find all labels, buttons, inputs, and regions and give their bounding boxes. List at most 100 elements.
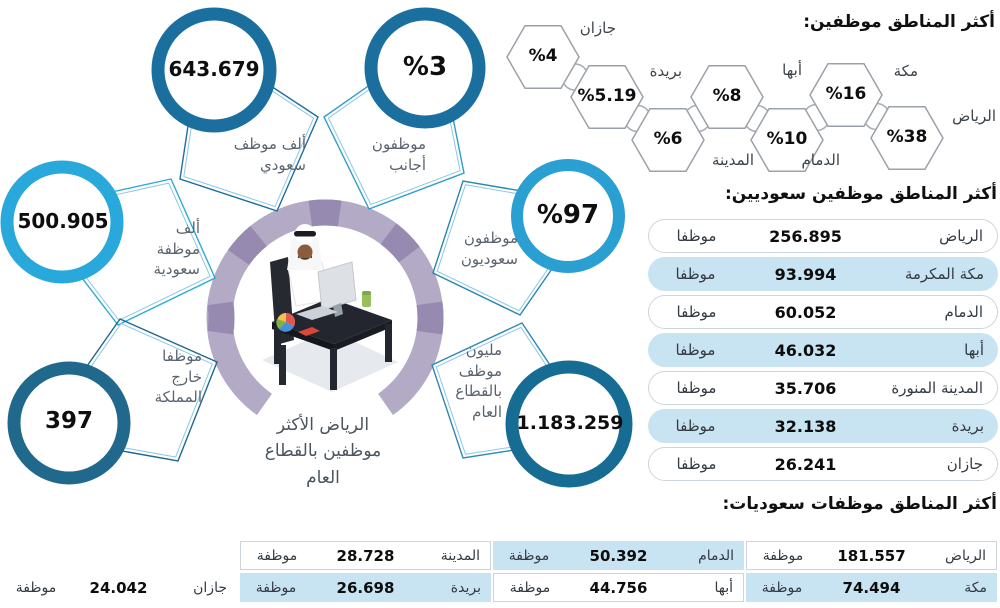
cell-value: 44.756 [589, 578, 648, 597]
cell-region: الرياض [945, 547, 986, 564]
stat-label-foreign-pct: موظفون أجانب [371, 135, 426, 174]
cell-region: المدينة [440, 547, 480, 564]
cell-value: 24.042 [89, 578, 148, 597]
center-caption: الرياض الأكثر موظفين بالقطاع العام [264, 415, 382, 488]
stat-value-saudi-pct: %97 [536, 200, 600, 230]
row-region: أبها [964, 341, 984, 359]
row-unit: موظفا [675, 265, 716, 283]
row-value: 46.032 [774, 340, 837, 360]
cell-region: مكة [964, 579, 987, 596]
stat-label-saudi-females: ألف موظفة سعودية [153, 219, 200, 279]
cell-unit: موظفة [256, 547, 298, 564]
stat-value-saudi-females: 500.905 [17, 209, 109, 233]
cell-unit: موظفة [15, 579, 57, 596]
hex-value-makkah: %16 [825, 84, 867, 104]
table-cell: جازان 24.042 موظفة [0, 573, 237, 602]
female-table-title: أكثر المناطق موظفات سعوديات: [722, 494, 998, 514]
hex-section-title: أكثر المناطق موظفين: [803, 12, 995, 32]
table-row: الدمام 60.052 موظفا [648, 295, 998, 329]
row-value: 26.241 [774, 454, 837, 474]
hexagons [506, 25, 944, 172]
cell-region: بريدة [450, 579, 481, 596]
row-unit: موظفا [676, 455, 717, 473]
hex-value-buraida: %5.19 [577, 86, 637, 106]
table-cell: بريدة 26.698 موظفة [240, 573, 491, 602]
row-region: المدينة المنورة [891, 379, 983, 397]
table-row: جازان 26.241 موظفا [648, 447, 998, 481]
row-region: الدمام [944, 303, 983, 321]
row-value: 256.895 [769, 226, 842, 246]
row-region: بريدة [951, 417, 984, 435]
stat-label-abroad: موظفا خارج المملكة [154, 347, 202, 407]
hex-label-buraida: بريدة [649, 62, 682, 80]
stat-circles [0, 7, 633, 488]
cell-region: جازان [193, 579, 227, 596]
cell-value: 74.494 [842, 578, 901, 597]
stat-label-total: مليون موظف بالقطاع العام [455, 341, 502, 422]
hex-label-makkah: مكة [893, 62, 918, 80]
table-cell: الدمام 50.392 موظفة [493, 541, 744, 570]
row-unit: موظفا [675, 417, 716, 435]
stat-value-saudi-males: 643.679 [168, 57, 260, 81]
cell-unit: موظفة [762, 547, 804, 564]
center-ring [206, 199, 444, 416]
saudi-table-title: أكثر المناطق موظفين سعوديين: [724, 184, 997, 204]
hex-label-abha: أبها [782, 61, 802, 79]
cell-unit: موظفة [255, 579, 297, 596]
row-unit: موظفا [676, 379, 717, 397]
cell-region: أبها [714, 579, 733, 596]
stat-value-foreign-pct: %3 [402, 52, 448, 82]
row-value: 60.052 [774, 302, 837, 322]
hex-value-abha: %8 [712, 86, 742, 106]
cell-value: 181.557 [837, 546, 906, 565]
hex-label-madina: المدينة [711, 151, 754, 169]
stat-value-total: 1.183.259 [516, 412, 624, 434]
table-row: أبها 46.032 موظفا [648, 333, 998, 367]
table-row: الرياض 256.895 موظفا [648, 219, 998, 253]
cell-unit: موظفة [508, 547, 550, 564]
hex-label-riyadh: الرياض [952, 107, 996, 125]
hex-label-jazan: جازان [579, 19, 616, 37]
stat-label-saudi-pct: موظفون سعوديون [460, 229, 518, 268]
table-cell: المدينة 28.728 موظفة [240, 541, 491, 570]
table-row: مكة المكرمة 93.994 موظفا [648, 257, 998, 291]
row-unit: موظفا [676, 227, 717, 245]
hex-madina [631, 108, 705, 172]
table-cell: الرياض 181.557 موظفة [746, 541, 997, 570]
stat-value-abroad: 397 [44, 408, 93, 434]
row-value: 35.706 [774, 378, 837, 398]
row-value: 93.994 [774, 264, 837, 284]
table-cell: مكة 74.494 موظفة [746, 573, 997, 602]
row-region: مكة المكرمة [904, 265, 984, 283]
table-row: بريدة 32.138 موظفا [648, 409, 998, 443]
row-region: الرياض [939, 227, 983, 245]
hex-value-jazan: %4 [528, 46, 558, 66]
stat-label-saudi-males: ألف موظف سعودي [233, 135, 306, 174]
employee-illustration [262, 224, 398, 392]
cell-unit: موظفة [761, 579, 803, 596]
hex-riyadh [870, 106, 944, 170]
hex-jazan [506, 25, 580, 89]
hexagon-map [506, 25, 944, 172]
hex-label-dammam: الدمام [801, 151, 840, 169]
hex-value-riyadh: %38 [886, 127, 928, 147]
row-region: جازان [946, 455, 983, 473]
flower-diagram [0, 7, 633, 488]
cell-value: 50.392 [589, 546, 648, 565]
cell-unit: موظفة [509, 579, 551, 596]
hex-abha [690, 65, 764, 129]
hex-value-madina: %6 [653, 129, 683, 149]
cell-value: 26.698 [336, 578, 395, 597]
row-unit: موظفا [676, 303, 717, 321]
cell-region: الدمام [698, 547, 734, 564]
hex-buraida [570, 65, 644, 129]
hex-makkah [809, 63, 883, 127]
table-cell: أبها 44.756 موظفة [493, 573, 744, 602]
hex-value-dammam: %10 [766, 129, 808, 149]
table-row: المدينة المنورة 35.706 موظفا [648, 371, 998, 405]
row-value: 32.138 [774, 416, 837, 436]
hex-dammam [750, 108, 824, 172]
row-unit: موظفا [675, 341, 716, 359]
cell-value: 28.728 [336, 546, 395, 565]
